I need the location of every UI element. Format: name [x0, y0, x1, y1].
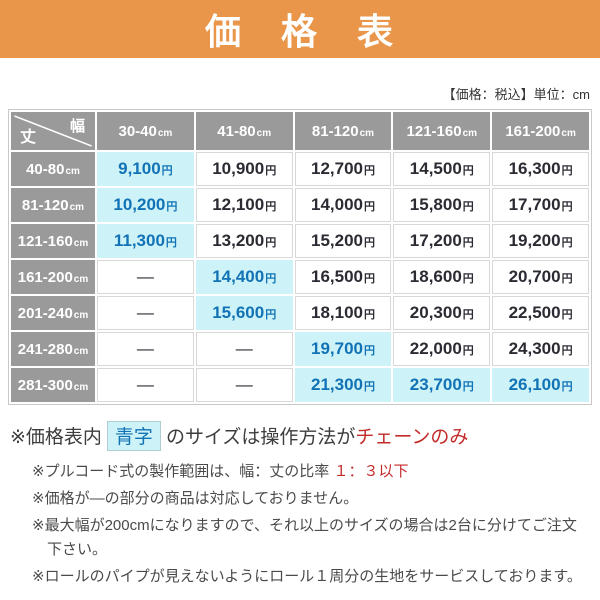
- price-cell: 17,200円: [393, 224, 491, 258]
- price-cell: 10,200円: [97, 188, 194, 222]
- note2-red-ratio: １：３以下: [333, 463, 409, 480]
- price-cell: 16,500円: [294, 260, 392, 294]
- table-row-81-120: 81-120cm 10,200円 12,100円 14,000円 15,800円 17,7…: [11, 188, 589, 222]
- price-table: 幅 丈 30-40cm 41-80cm 81-120cm 121-160cm 161-2…: [8, 109, 592, 405]
- price-cell: 11,300円: [97, 224, 194, 258]
- price-cell: 12,700円: [294, 152, 392, 186]
- price-cell: 24,300円: [492, 332, 589, 366]
- price-cell: 22,000円: [393, 332, 491, 366]
- price-cell: 15,200円: [294, 224, 392, 258]
- corner-width-label: 幅: [69, 118, 85, 135]
- row-header-40-80: 40-80cm: [11, 152, 95, 186]
- price-cell: —: [97, 332, 194, 366]
- row-header-241-280: 241-280cm: [11, 332, 95, 366]
- header-row: 幅 丈 30-40cm 41-80cm 81-120cm 121-160cm 161-2…: [11, 112, 589, 150]
- price-cell: 18,100円: [294, 296, 392, 330]
- table-row-161-200: 161-200cm —14,400円 16,500円 18,600円 20,700円: [11, 260, 589, 294]
- corner-cell: 幅 丈: [11, 112, 95, 150]
- blue-text-badge: 青字: [106, 421, 161, 451]
- note1-mid: のサイズは操作方法が: [165, 427, 356, 448]
- price-cell: 12,100円: [195, 188, 293, 222]
- page-title: 価 格 表: [204, 11, 395, 52]
- price-cell: 20,300円: [393, 296, 491, 330]
- price-cell: 16,300円: [492, 152, 589, 186]
- row-header-201-240: 201-240cm: [11, 296, 95, 330]
- note-blue-text-meaning: ※価格表内 青字 のサイズは操作方法がチェーンのみ: [10, 421, 590, 451]
- price-cell: 18,600円: [393, 260, 491, 294]
- row-header-161-200: 161-200cm: [11, 260, 95, 294]
- price-cell: 10,900円: [195, 152, 293, 186]
- price-cell: 23,700円: [393, 368, 491, 402]
- column-header-81-120: 81-120cm: [294, 112, 392, 150]
- price-cell: 19,200円: [492, 224, 589, 258]
- price-cell: —: [97, 260, 194, 294]
- price-cell: —: [195, 368, 293, 402]
- price-cell: 26,100円: [492, 368, 589, 402]
- price-cell: 19,700円: [294, 332, 392, 366]
- note1-red-chain-only: チェーンのみ: [355, 427, 469, 448]
- row-header-121-160: 121-160cm: [11, 224, 95, 258]
- table-row-281-300: 281-300cm — —21,300円 23,700円 26,100円: [11, 368, 589, 402]
- row-header-81-120: 81-120cm: [11, 188, 95, 222]
- note-dash-unavailable: ※価格が—の部分の商品は対応しておりません。: [32, 490, 359, 507]
- note-pullcord-range: ※プルコード式の製作範囲は、幅：丈の比率 １：３以下: [32, 460, 590, 484]
- table-row-40-80: 40-80cm 9,100円 10,900円 12,700円 14,500円 16,300…: [11, 152, 589, 186]
- price-cell: 20,700円: [492, 260, 589, 294]
- table-row-121-160: 121-160cm 11,300円 13,200円 15,200円 17,200円 19,…: [11, 224, 589, 258]
- diagonal-divider-line: [14, 115, 92, 147]
- content-area: 【価格：税込】単位：cm 幅 丈 30-40cm 41-80cm 81-120cm 1…: [0, 84, 600, 589]
- price-cell: 21,300円: [294, 368, 392, 402]
- price-cell: 15,600円: [195, 296, 293, 330]
- column-header-161-200: 161-200cm: [492, 112, 589, 150]
- column-header-30-40: 30-40cm: [97, 112, 194, 150]
- note1-prefix: ※価格表内: [10, 427, 102, 448]
- row-header-281-300: 281-300cm: [11, 368, 95, 402]
- corner-height-label: 丈: [20, 129, 37, 146]
- price-cell: 13,200円: [195, 224, 293, 258]
- note2-text: ※プルコード式の製作範囲は、幅：丈の比率: [32, 463, 334, 480]
- title-banner: 価 格 表: [0, 0, 600, 58]
- column-header-121-160: 121-160cm: [393, 112, 491, 150]
- table-row-201-240: 201-240cm —15,600円 18,100円 20,300円 22,500円: [11, 296, 589, 330]
- price-cell: —: [195, 332, 293, 366]
- price-cell: 14,500円: [393, 152, 491, 186]
- price-cell: 22,500円: [492, 296, 589, 330]
- price-cell: —: [97, 296, 194, 330]
- note-roll-fabric-service: ※ロールのパイプが見えないようにロール１周分の生地をサービスしております。: [32, 568, 582, 585]
- price-cell: 17,700円: [492, 188, 589, 222]
- price-cell: —: [97, 368, 194, 402]
- column-header-41-80: 41-80cm: [195, 112, 293, 150]
- price-unit-note: 【価格：税込】単位：cm: [442, 87, 590, 102]
- note-max-width: ※最大幅が200cmになりますので、それ以上のサイズの場合は2台に分けてご注文下…: [32, 517, 577, 558]
- table-row-241-280: 241-280cm — —19,700円 22,000円 24,300円: [11, 332, 589, 366]
- price-cell: 14,000円: [294, 188, 392, 222]
- price-cell: 15,800円: [393, 188, 491, 222]
- price-cell: 14,400円: [195, 260, 293, 294]
- footnotes: ※価格表内 青字 のサイズは操作方法がチェーンのみ ※プルコード式の製作範囲は、幅：…: [8, 421, 592, 589]
- price-cell: 9,100円: [97, 152, 194, 186]
